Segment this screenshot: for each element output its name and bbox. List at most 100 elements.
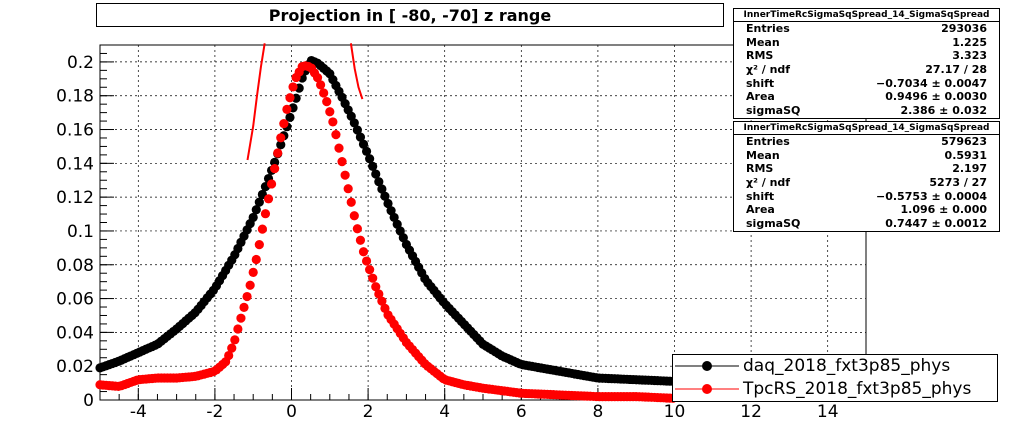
data-point [361, 146, 372, 156]
data-point [371, 169, 381, 179]
data-point [355, 235, 366, 245]
data-point [349, 211, 359, 221]
y-tick-label: 0.06 [56, 290, 94, 310]
data-point [266, 179, 277, 189]
y-tick-label: 0.2 [67, 53, 94, 73]
data-point [358, 247, 369, 257]
data-point [377, 184, 387, 194]
data-point [322, 97, 332, 107]
data-point [282, 104, 292, 115]
data-point [365, 154, 375, 164]
data-point [358, 139, 369, 149]
x-tick-label: -4 [130, 402, 147, 422]
data-point [346, 197, 356, 207]
chart-title: Projection in [ -80, -70] z range [96, 3, 724, 27]
grid-lines [100, 45, 866, 400]
fit-curve-right [349, 43, 364, 100]
stats-row-sigmasq: sigmaSQ 0.7447 ± 0.0012 [746, 217, 987, 231]
stats-row-rms: RMS 3.323 [746, 49, 987, 63]
data-point [248, 267, 258, 277]
data-point [325, 107, 335, 117]
data-point [352, 125, 362, 135]
stats-row-area: Area 0.9496 ± 0.0030 [746, 90, 987, 104]
legend-item-daq: daq_2018_fxt3p85_phys [673, 355, 997, 378]
y-tick-label: 0 [83, 391, 94, 411]
y-tick-label: 0.12 [56, 188, 94, 208]
data-point [334, 143, 344, 153]
data-point [270, 163, 280, 174]
stats-row-sigmasq: sigmaSQ 2.386 ± 0.032 [746, 104, 987, 118]
data-point [368, 161, 378, 171]
data-point [233, 324, 243, 334]
data-point [312, 73, 323, 83]
data-point [328, 117, 338, 127]
data-point [242, 291, 252, 302]
y-tick-label: 0.04 [56, 323, 94, 343]
data-point [260, 209, 271, 219]
y-tick-label: 0.16 [56, 121, 94, 141]
x-tick-label: 2 [363, 402, 374, 422]
data-point [254, 240, 264, 250]
stats-box-daq: InnerTimeRcSigmaSqSpread_14_SigmaSqSprea… [733, 8, 1000, 119]
stats-box-tpcrs: InnerTimeRcSigmaSqSpread_14_SigmaSqSprea… [733, 121, 1000, 232]
data-point [340, 170, 350, 180]
data-point [377, 296, 387, 306]
data-point [288, 82, 298, 92]
data-point [374, 289, 384, 299]
x-tick-label: 12 [740, 402, 762, 422]
x-tick-label: 8 [592, 402, 603, 422]
stats-row-entries: Entries 579623 [746, 135, 987, 148]
stats-row-entries: Entries 293036 [746, 22, 987, 35]
data-point [319, 88, 329, 98]
legend-marker-red [675, 384, 739, 394]
data-point [273, 148, 283, 158]
data-point [257, 224, 267, 234]
y-tick-label: 0.08 [56, 256, 94, 276]
data-point [368, 273, 378, 283]
data-point [316, 80, 326, 90]
data-point [263, 194, 274, 204]
data-point [331, 129, 341, 140]
x-tick-label: 10 [664, 402, 686, 422]
data-point [251, 254, 261, 265]
y-tick-label: 0.18 [56, 87, 94, 107]
data-point [371, 282, 381, 292]
data-point [361, 256, 372, 266]
data-point [285, 93, 295, 103]
data-point [236, 313, 246, 323]
x-tick-label: -2 [206, 402, 223, 422]
stats-row-shift: shift −0.5753 ± 0.0004 [746, 189, 987, 203]
y-tick-label: 0.14 [56, 154, 94, 174]
legend: daq_2018_fxt3p85_phys TpcRS_2018_fxt3p85… [672, 354, 998, 402]
data-point [352, 224, 362, 234]
fit-curve-left [246, 43, 266, 161]
x-tick-label: 14 [817, 402, 839, 422]
y-tick-label: 0.02 [56, 357, 94, 377]
x-tick-label: 6 [516, 402, 527, 422]
data-point [251, 205, 261, 215]
data-point [230, 335, 240, 345]
stats-header: InnerTimeRcSigmaSqSpread_14_SigmaSqSprea… [734, 122, 999, 135]
x-tick-label: 0 [286, 402, 297, 422]
series-tpcrs [95, 61, 678, 403]
data-point [374, 177, 384, 187]
data-point [355, 132, 366, 142]
stats-row-rms: RMS 2.197 [746, 162, 987, 176]
legend-label: daq_2018_fxt3p85_phys [743, 356, 951, 376]
data-point [365, 265, 375, 275]
legend-label: TpcRS_2018_fxt3p85_phys [743, 379, 972, 399]
data-point [349, 118, 359, 128]
data-point [380, 191, 390, 201]
data-point [285, 112, 295, 122]
data-point [239, 302, 249, 312]
data-point [227, 343, 237, 353]
data-point [276, 133, 286, 143]
data-point [279, 119, 289, 129]
stats-row-mean: Mean 0.5931 [746, 148, 987, 162]
y-tick-label: 0.1 [67, 222, 94, 242]
stats-header: InnerTimeRcSigmaSqSpread_14_SigmaSqSprea… [734, 9, 999, 22]
data-point [224, 350, 234, 361]
data-point [245, 280, 255, 290]
stats-row-mean: Mean 1.225 [746, 35, 987, 49]
legend-item-tpcrs: TpcRS_2018_fxt3p85_phys [673, 378, 997, 401]
